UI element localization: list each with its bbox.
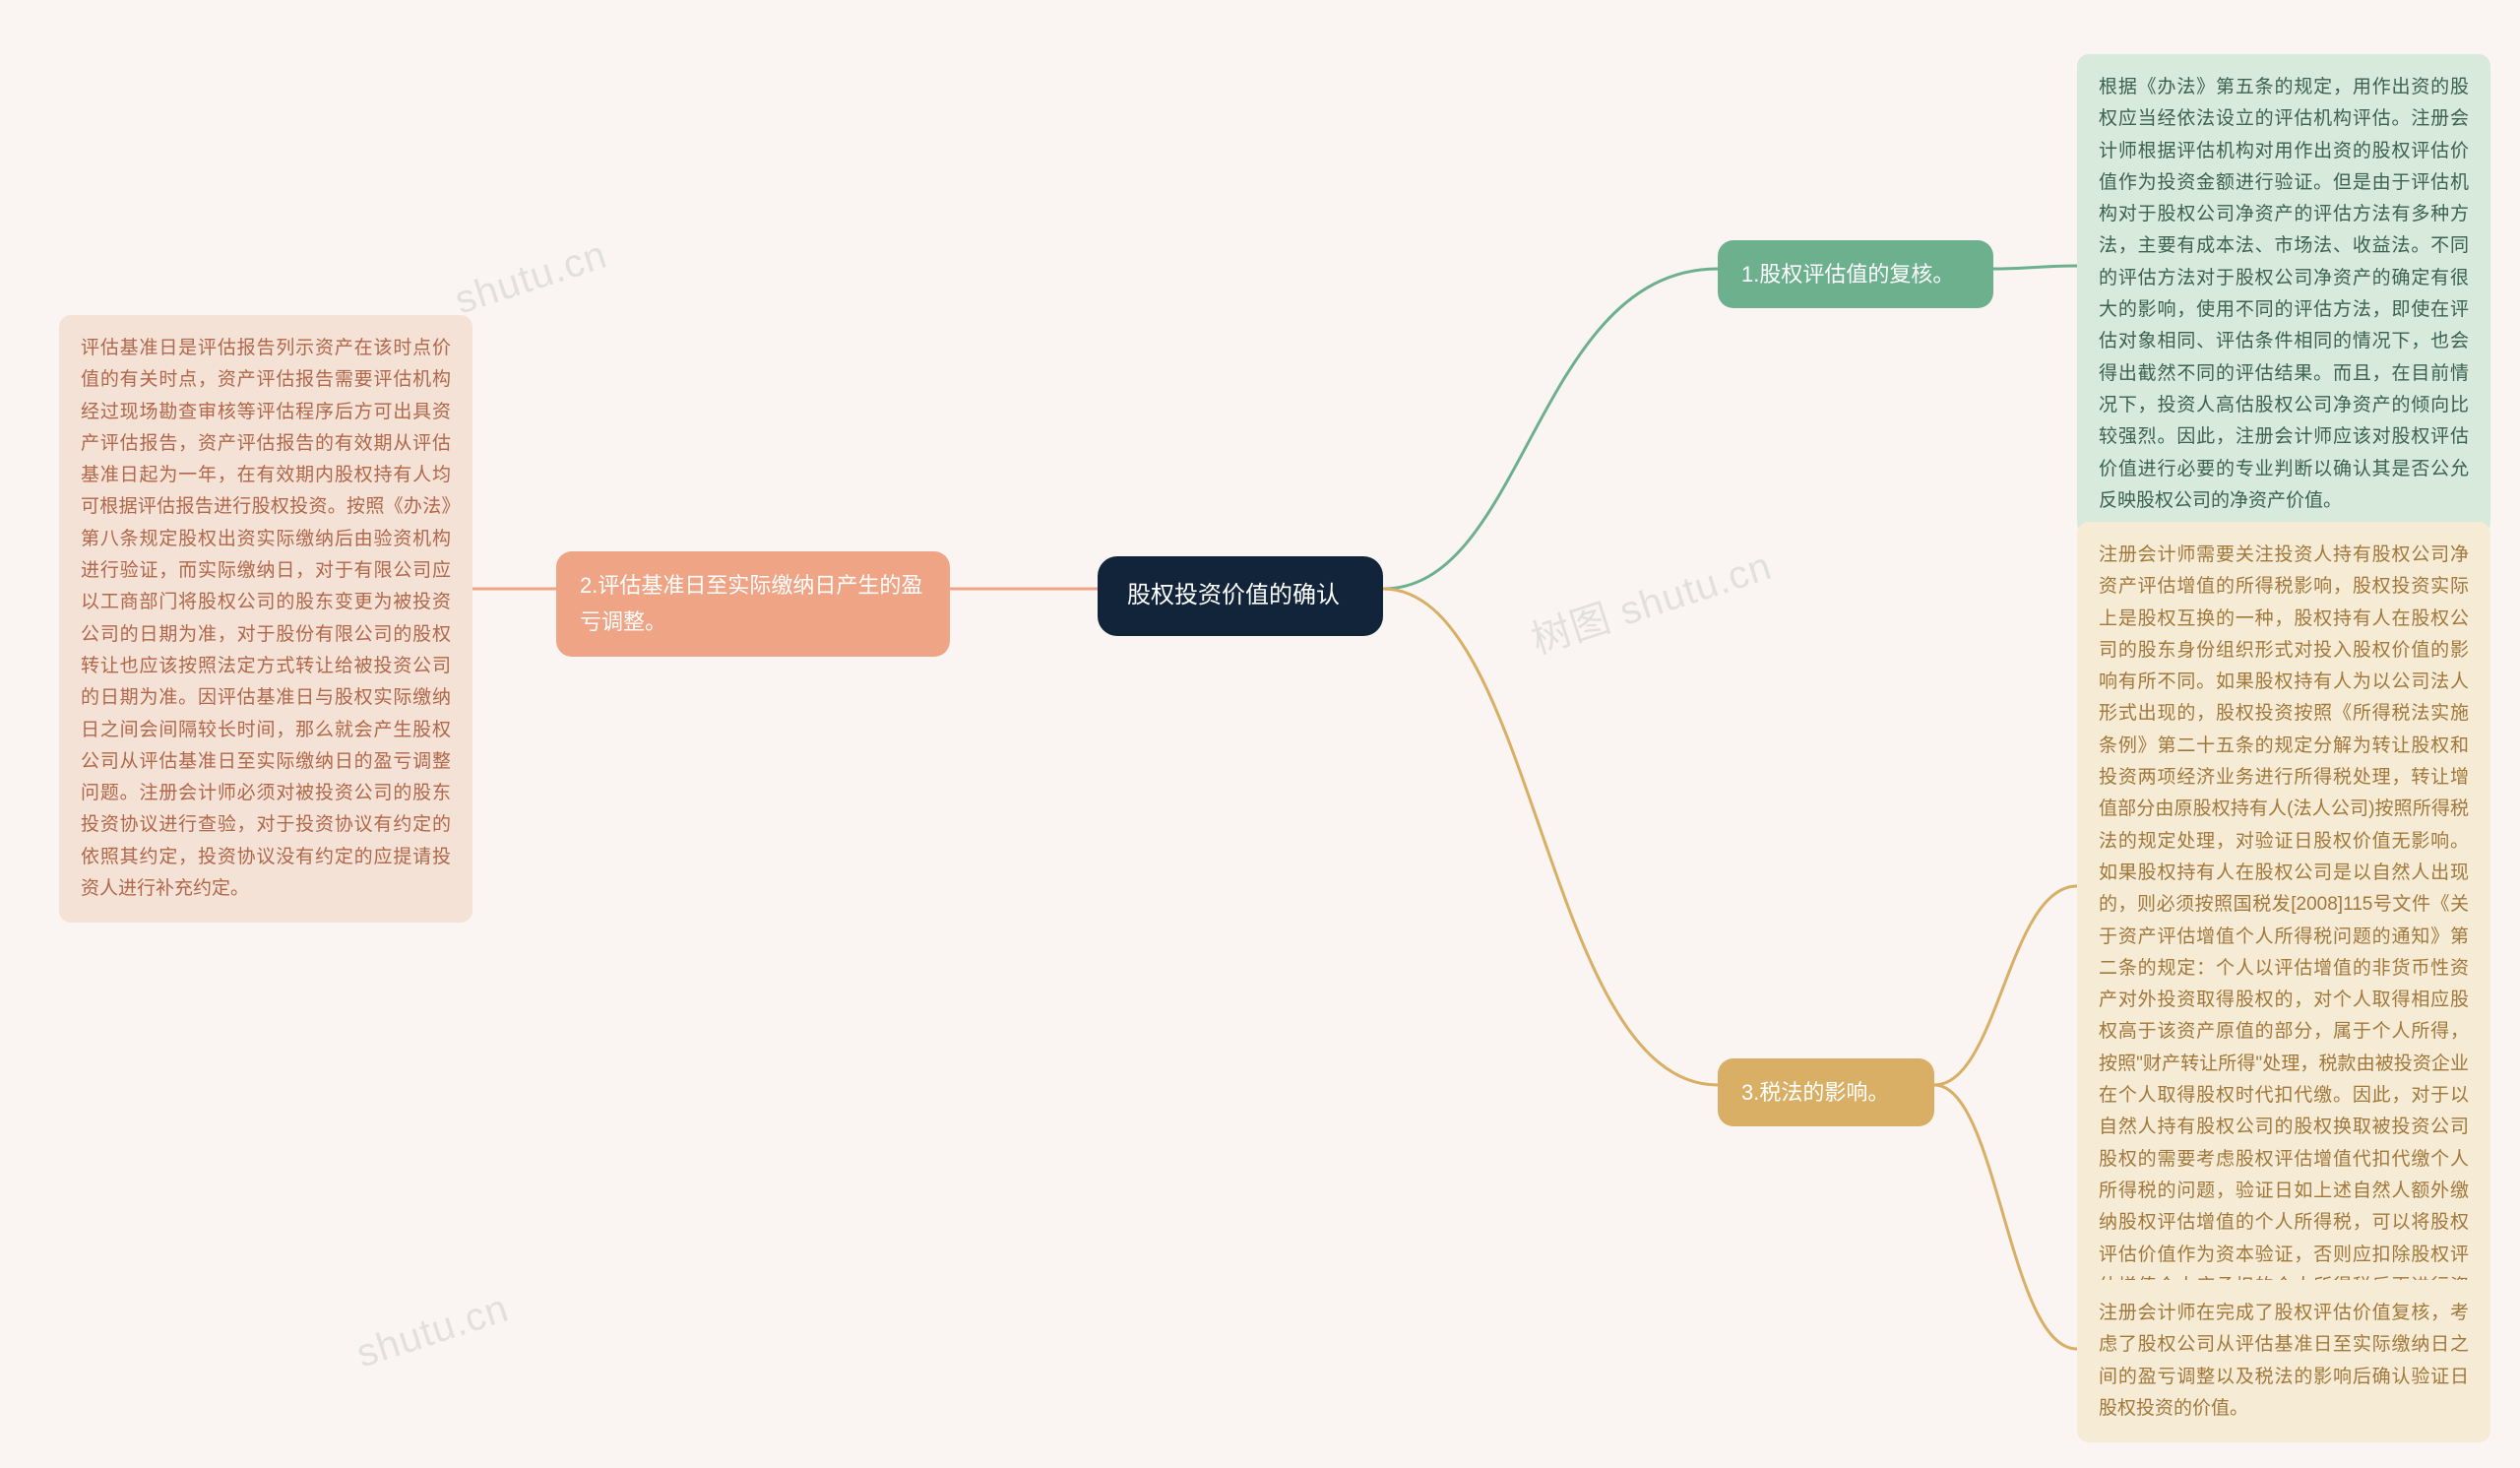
connector-path	[1383, 589, 1718, 1085]
connector-path	[1383, 269, 1718, 589]
branch-2-detail: 评估基准日是评估报告列示资产在该时点价值的有关时点，资产评估报告需要评估机构经过…	[59, 315, 472, 923]
watermark: 树图 shutu.cn	[1523, 534, 1778, 665]
watermark: shutu.cn	[450, 233, 612, 324]
connector-path	[1934, 1085, 2077, 1349]
center-node: 股权投资价值的确认	[1098, 556, 1383, 636]
connector-path	[1934, 886, 2077, 1085]
connector-path	[1993, 266, 2077, 269]
watermark: shutu.cn	[351, 1287, 514, 1377]
branch-3-node: 3.税法的影响。	[1718, 1058, 1934, 1126]
branch-1-detail: 根据《办法》第五条的规定，用作出资的股权应当经依法设立的评估机构评估。注册会计师…	[2077, 54, 2490, 535]
branch-1-node: 1.股权评估值的复核。	[1718, 240, 1993, 308]
branch-3-detail-1: 注册会计师需要关注投资人持有股权公司净资产评估增值的所得税影响，股权投资实际上是…	[2077, 522, 2490, 1352]
branch-3-detail-2: 注册会计师在完成了股权评估价值复核，考虑了股权公司从评估基准日至实际缴纳日之间的…	[2077, 1280, 2490, 1442]
branch-2-node: 2.评估基准日至实际缴纳日产生的盈亏调整。	[556, 551, 950, 657]
